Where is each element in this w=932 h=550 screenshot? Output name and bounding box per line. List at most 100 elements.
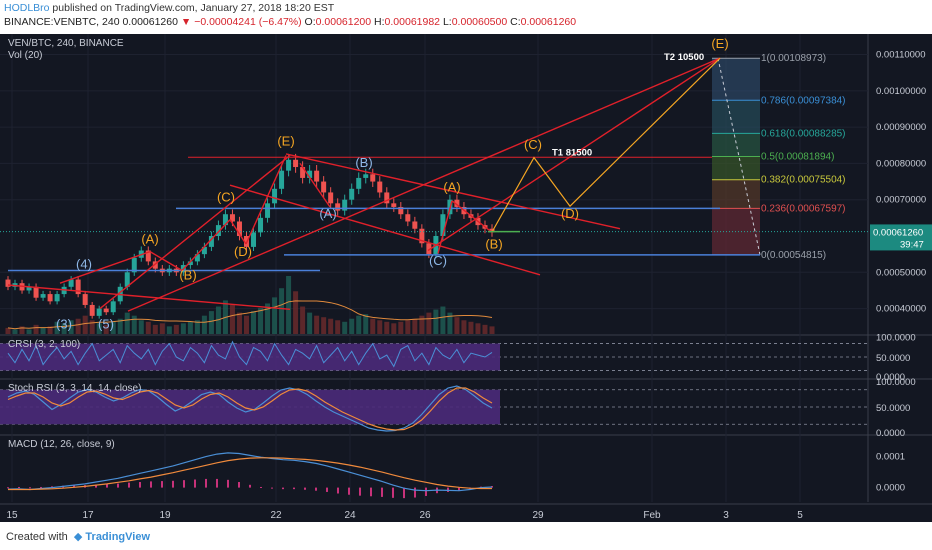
volume-bar xyxy=(349,318,355,334)
macd-histogram-bar xyxy=(73,485,75,488)
macd-histogram-bar xyxy=(40,486,42,488)
candle-body xyxy=(419,228,425,244)
volume-bar xyxy=(307,312,313,334)
macd-histogram-bar xyxy=(117,483,119,488)
time-tick-label: 5 xyxy=(797,510,803,521)
candle-body xyxy=(454,199,460,207)
volume-bar xyxy=(300,306,306,334)
time-tick-label: 19 xyxy=(159,510,171,521)
tradingview-brand[interactable]: TradingView xyxy=(85,531,151,543)
volume-bar xyxy=(370,318,376,334)
macd-tick-label: 0.0001 xyxy=(876,452,905,463)
time-tick-label: 26 xyxy=(419,510,431,521)
fib-level-label: 0.618(0.00088285) xyxy=(761,128,846,139)
chart-background xyxy=(0,34,932,522)
volume-bar xyxy=(5,327,11,334)
main-pane-title: VEN/BTC, 240, BINANCE xyxy=(8,38,124,49)
wave-label-orange: (C) xyxy=(217,190,235,205)
trend-line xyxy=(229,219,247,245)
candle-body xyxy=(314,170,320,182)
candle-body xyxy=(54,294,60,302)
price-tick-label: 0.00040000 xyxy=(876,304,926,315)
macd-histogram-bar xyxy=(304,487,306,490)
volume-bar xyxy=(229,305,235,334)
candle-body xyxy=(258,217,264,233)
volume-ma-line xyxy=(7,300,493,330)
candle-body xyxy=(145,250,151,262)
volume-bars xyxy=(5,276,495,334)
volume-bar xyxy=(265,303,271,334)
candle-body xyxy=(377,181,383,193)
trend-line xyxy=(245,155,287,245)
candle-body xyxy=(391,203,397,207)
volume-bar xyxy=(342,321,348,334)
trend-line xyxy=(437,200,453,254)
volume-bar xyxy=(12,329,18,334)
candle-body xyxy=(307,170,313,178)
volume-bar xyxy=(26,329,32,334)
fib-level-label: 0.382(0.00075504) xyxy=(761,175,846,186)
macd-histogram-bar xyxy=(447,487,449,492)
low-label: L: xyxy=(442,16,452,28)
macd-histogram-bar xyxy=(348,487,350,495)
price-tick-label: 0.00070000 xyxy=(876,195,926,206)
stoch-k-line xyxy=(7,385,493,432)
macd-histogram-bar xyxy=(172,480,174,488)
wave-label-blue: (A) xyxy=(319,206,336,221)
osc-tick-label: 100.0000 xyxy=(876,377,916,388)
candle-body xyxy=(356,177,362,189)
volume-bar xyxy=(180,323,186,334)
candle-body xyxy=(208,236,214,247)
macd-histogram-bar xyxy=(7,487,9,489)
ohlc-line: BINANCE:VENBTC, 240 0.00061260 ▼ −0.0000… xyxy=(4,16,576,28)
candle-body xyxy=(272,188,278,204)
chart-area[interactable]: 15 17 19 22 24 26 29 Feb 3 5 0.00110000 0.00100000 0… xyxy=(0,34,932,522)
down-arrow-icon: ▼ xyxy=(180,16,192,28)
macd-histogram-bar xyxy=(458,487,460,492)
author-link[interactable]: HODLBro xyxy=(4,2,50,14)
volume-bar xyxy=(482,324,488,334)
macd-histogram-bar xyxy=(161,481,163,488)
close-value: 0.00061260 xyxy=(122,16,178,28)
macd-histogram-bar xyxy=(150,481,152,488)
macd-histogram-bar xyxy=(216,478,218,488)
macd-histogram-bar xyxy=(425,487,427,496)
trend-line xyxy=(451,200,493,233)
volume-bar xyxy=(356,315,362,334)
macd-signal-line xyxy=(8,457,492,491)
time-tick-label: 24 xyxy=(344,510,356,521)
candle-body xyxy=(152,261,158,269)
volume-bar xyxy=(335,320,341,334)
publish-line: HODLBro published on TradingView.com, Ja… xyxy=(4,2,334,14)
stoch-d-line xyxy=(7,387,493,431)
candle-body xyxy=(279,170,285,189)
candle-body xyxy=(26,286,32,291)
price-tick-label: 0.00080000 xyxy=(876,158,926,169)
volume-bar xyxy=(61,323,67,334)
candle-body xyxy=(489,228,495,233)
osc-tick-label: 50.0000 xyxy=(876,403,910,414)
close-label: C: xyxy=(510,16,521,28)
macd-tick-label: 0.0000 xyxy=(876,483,905,494)
wave-label-orange: (D) xyxy=(561,206,579,221)
macd-histogram-bar xyxy=(414,487,416,498)
last-price-badge xyxy=(870,224,932,251)
volume-bar xyxy=(194,320,200,334)
volume-bar xyxy=(152,324,158,334)
fib-zone xyxy=(712,179,760,209)
time-tick-label: 3 xyxy=(723,510,729,521)
candle-body xyxy=(251,232,257,247)
chart-svg[interactable]: 15 17 19 22 24 26 29 Feb 3 5 0.00110000 0.00100000 0… xyxy=(0,34,932,522)
trend-line xyxy=(59,250,151,284)
volume-bar xyxy=(419,315,425,334)
volume-bar xyxy=(258,308,264,334)
candle-body xyxy=(187,261,193,266)
volume-bar xyxy=(110,321,116,334)
open-label: O: xyxy=(304,16,316,28)
volume-bar xyxy=(363,314,369,334)
volume-bar xyxy=(314,315,320,334)
publish-header: HODLBro published on TradingView.com, Ja… xyxy=(0,0,932,34)
candle-body xyxy=(293,159,299,168)
macd-histogram-bar xyxy=(491,486,493,488)
trend-line xyxy=(427,57,721,252)
